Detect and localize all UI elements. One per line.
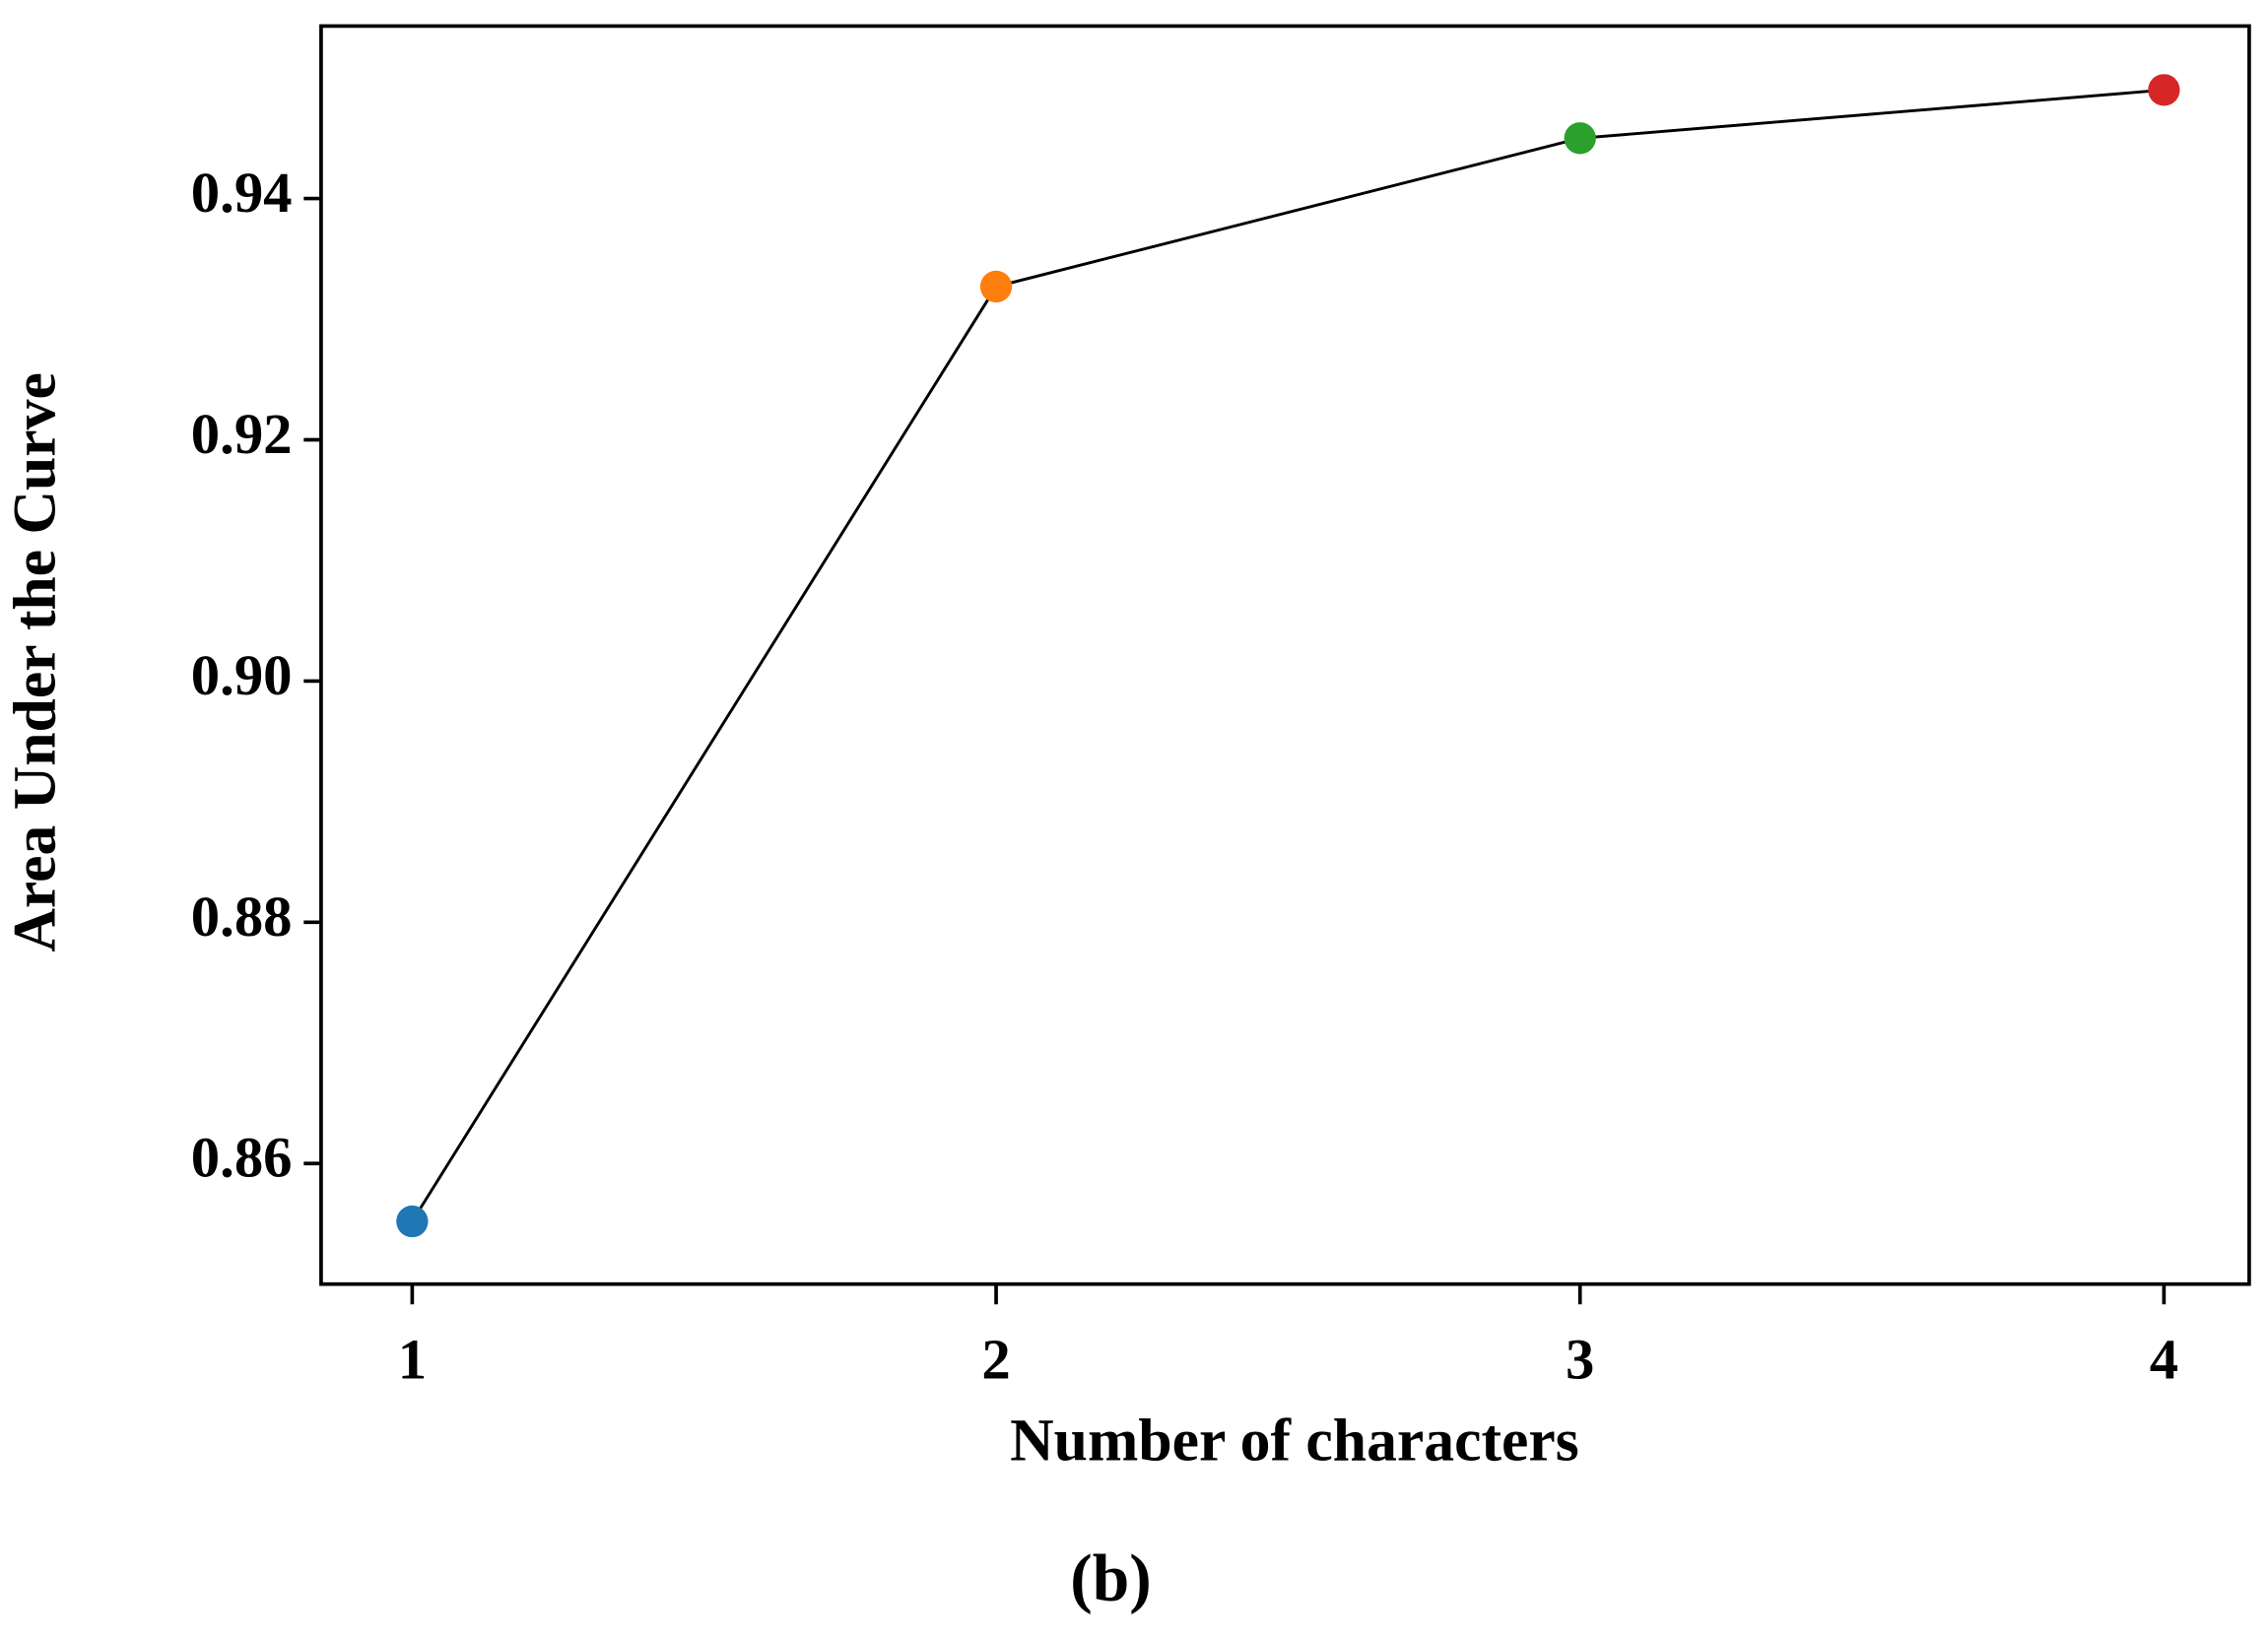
x-tick-label: 3 [1566, 1327, 1594, 1391]
x-tick-label: 4 [2150, 1327, 2178, 1391]
y-tick-label: 0.90 [191, 643, 293, 707]
y-tick-label: 0.86 [191, 1126, 293, 1190]
point [396, 1205, 429, 1238]
point [979, 270, 1013, 303]
line [411, 88, 2165, 1222]
y-axis-label: Area Under the Curve [1, 372, 68, 952]
x-tick-label: 1 [398, 1327, 427, 1391]
point [1564, 122, 1596, 155]
y-tick-label: 0.92 [191, 402, 293, 466]
y-tick-label: 0.94 [191, 161, 293, 225]
point [2148, 74, 2180, 106]
caption: (b) [1070, 1541, 1152, 1615]
plot-frame [319, 24, 2251, 1286]
y-tick-label: 0.88 [191, 885, 293, 949]
x-axis-label: Number of characters [1010, 1407, 1579, 1474]
x-tick-label: 2 [981, 1327, 1010, 1391]
